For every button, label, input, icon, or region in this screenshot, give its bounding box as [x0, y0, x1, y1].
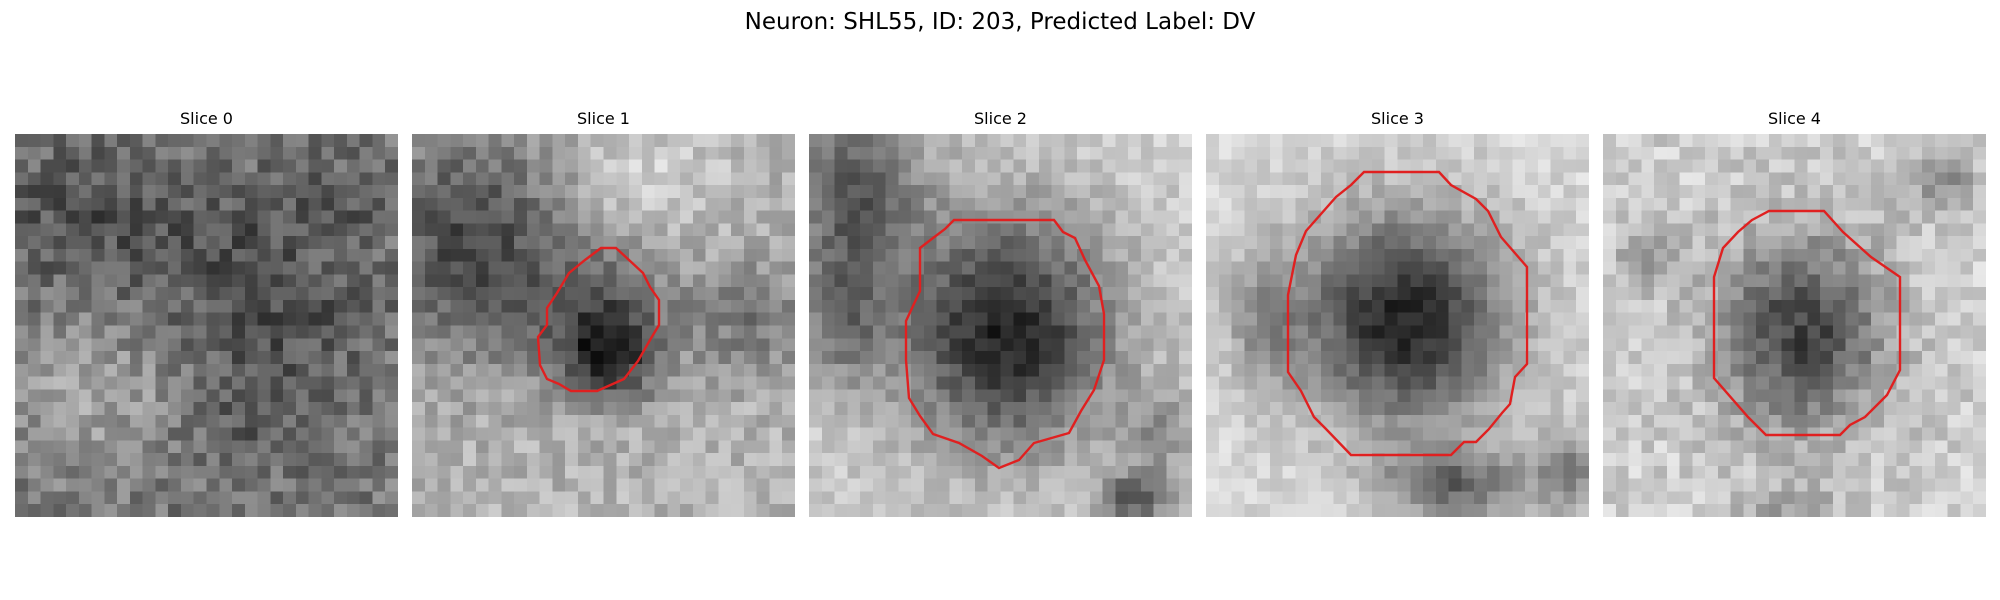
- slice-image-3: [1206, 134, 1589, 517]
- slice-title-4: Slice 4: [1768, 109, 1821, 128]
- roi-outline-3: [1286, 170, 1529, 457]
- roi-contour-2: [904, 218, 1106, 470]
- slice-title-0: Slice 0: [180, 109, 233, 128]
- slice-pixels-0: [15, 134, 398, 517]
- figure-title: Neuron: SHL55, ID: 203, Predicted Label:…: [744, 9, 1256, 35]
- slice-image-0: [15, 134, 398, 517]
- roi-outline-2: [904, 218, 1106, 470]
- slice-panel-4: Slice 4: [1603, 108, 1986, 517]
- slice-pixels-4: [1603, 134, 1986, 517]
- slice-image-4: [1603, 134, 1986, 517]
- slice-title-3: Slice 3: [1371, 109, 1424, 128]
- roi-outline-1: [536, 246, 661, 393]
- slice-pixels-3: [1206, 134, 1589, 517]
- slice-image-1: [412, 134, 795, 517]
- roi-contour-1: [536, 246, 661, 393]
- roi-contour-3: [1286, 170, 1529, 457]
- slice-image-2: [809, 134, 1192, 517]
- slice-panel-2: Slice 2: [809, 108, 1192, 517]
- slice-panel-1: Slice 1: [412, 108, 795, 517]
- roi-contour-4: [1712, 209, 1902, 437]
- roi-outline-4: [1712, 209, 1902, 437]
- slice-panel-3: Slice 3: [1206, 108, 1589, 517]
- slice-pixels-1: [412, 134, 795, 517]
- slice-title-1: Slice 1: [577, 109, 630, 128]
- slice-pixels-2: [809, 134, 1192, 517]
- slice-title-2: Slice 2: [974, 109, 1027, 128]
- slice-panel-0: Slice 0: [15, 108, 398, 517]
